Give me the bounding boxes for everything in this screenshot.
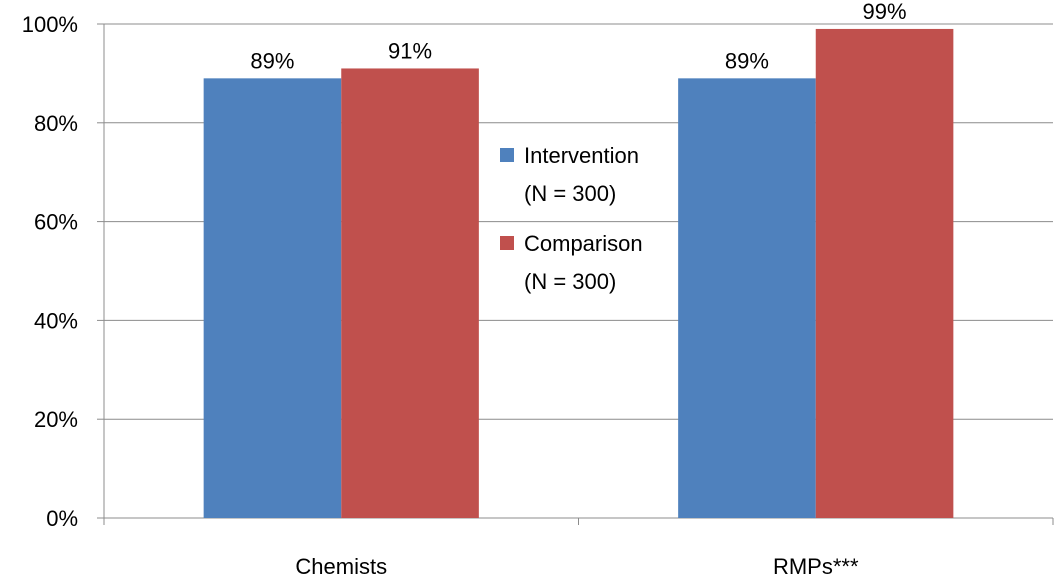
bar xyxy=(203,78,342,518)
legend: Intervention (N = 300) Comparison (N = 300) xyxy=(500,143,643,294)
y-axis-tick-labels: 0% 20% 40% 60% 80% 100% xyxy=(22,12,78,531)
y-tick-label: 40% xyxy=(34,308,78,333)
bars xyxy=(203,28,954,519)
data-label: 91% xyxy=(388,38,432,63)
data-label: 89% xyxy=(250,48,294,73)
data-label: 89% xyxy=(725,48,769,73)
legend-swatch xyxy=(500,148,514,162)
y-tick-label: 100% xyxy=(22,12,78,37)
y-tick-label: 20% xyxy=(34,407,78,432)
bar xyxy=(341,68,479,519)
legend-swatch xyxy=(500,236,514,250)
legend-label: (N = 300) xyxy=(524,269,616,294)
legend-label: Intervention xyxy=(524,143,639,168)
data-label: 99% xyxy=(863,0,907,24)
x-axis-category-labels: Chemists RMPs*** xyxy=(295,554,859,579)
legend-label: (N = 300) xyxy=(524,181,616,206)
y-tick-label: 60% xyxy=(34,210,78,235)
category-label: RMPs*** xyxy=(773,554,859,579)
category-label: Chemists xyxy=(295,554,387,579)
data-labels: 89% 91% 89% 99% xyxy=(250,0,906,73)
y-tick-label: 0% xyxy=(46,506,78,531)
legend-label: Comparison xyxy=(524,231,643,256)
bar xyxy=(678,78,816,518)
y-tick-label: 80% xyxy=(34,111,78,136)
bar xyxy=(815,28,954,518)
